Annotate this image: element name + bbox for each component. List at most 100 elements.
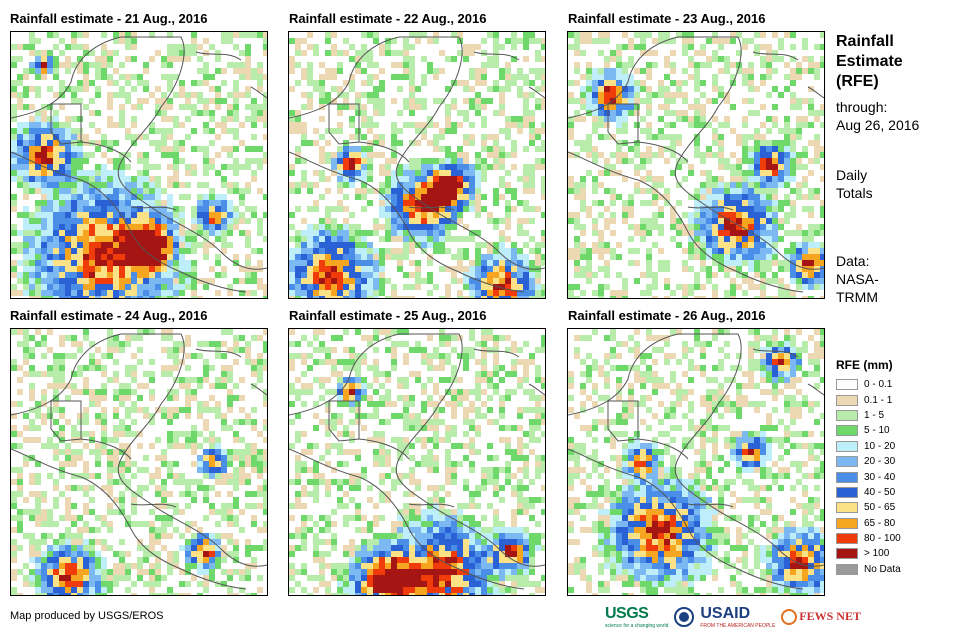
coastline	[607, 103, 639, 145]
legend-label: 50 - 65	[864, 502, 896, 514]
coastline	[568, 333, 824, 567]
legend-label: 30 - 40	[864, 471, 896, 483]
usaid-seal-icon	[674, 607, 695, 627]
panel-title-24-aug: Rainfall estimate - 24 Aug., 2016	[10, 308, 208, 323]
legend-swatch	[836, 456, 858, 468]
legend-swatch	[836, 471, 858, 483]
panel-title-26-aug: Rainfall estimate - 26 Aug., 2016	[568, 308, 766, 323]
map-panel-26-aug	[567, 328, 825, 596]
coastline	[130, 206, 177, 211]
legend-swatch	[836, 409, 858, 421]
rainfall-raster	[289, 32, 545, 298]
rainfall-raster	[11, 32, 267, 298]
map-panel-23-aug	[567, 31, 825, 299]
coastline	[80, 438, 132, 460]
coastline	[687, 206, 734, 211]
legend-swatch	[836, 563, 858, 575]
legend-swatch	[836, 379, 858, 391]
coastline	[195, 51, 267, 99]
coastline	[568, 448, 804, 590]
legend-item: 65 - 80	[836, 516, 901, 531]
data-source-line: Data:	[836, 253, 870, 269]
data-source-line: NASA-	[836, 271, 879, 287]
legend-item: > 100	[836, 546, 901, 561]
coastline	[687, 503, 734, 508]
legend-title: RFE (mm)	[836, 358, 893, 372]
map-credit: Map produced by USGS/EROS	[10, 610, 164, 622]
rainfall-map-24-aug	[11, 329, 267, 595]
usgs-tagline: science for a changing world	[605, 623, 669, 629]
legend-label: > 100	[864, 548, 890, 560]
usgs-logo: USGS science for a changing world	[605, 605, 668, 629]
panel-title-25-aug: Rainfall estimate - 25 Aug., 2016	[289, 308, 487, 323]
coastline	[80, 141, 132, 163]
coastline	[289, 151, 525, 293]
legend-swatch	[836, 533, 858, 545]
coastline	[11, 333, 267, 567]
coastline	[289, 333, 545, 567]
data-source: Data: NASA- TRMM	[836, 252, 879, 306]
legend-label: 0.1 - 1	[864, 394, 893, 406]
rainfall-map-23-aug	[568, 32, 824, 298]
legend-item: 50 - 65	[836, 500, 901, 515]
coastline	[637, 141, 689, 163]
usgs-logo-text: USGS	[605, 605, 649, 622]
usaid-logo: USAID FROM THE AMERICAN PEOPLE	[700, 605, 775, 629]
legend-rows: 0 - 0.1 0.1 - 1 1 - 5 5 - 10 10 - 20 20 - 30 3…	[836, 377, 901, 577]
legend-item: 40 - 50	[836, 485, 901, 500]
coastline	[358, 141, 410, 163]
legend-swatch	[836, 517, 858, 529]
coastline	[607, 400, 639, 442]
legend-label: 5 - 10	[864, 425, 890, 437]
rainfall-raster	[568, 32, 824, 298]
legend-label: 65 - 80	[864, 517, 896, 529]
panel-title-22-aug: Rainfall estimate - 22 Aug., 2016	[289, 11, 487, 26]
rainfall-raster	[11, 329, 267, 595]
data-source-line: TRMM	[836, 289, 878, 305]
coastline	[50, 400, 82, 442]
coastline	[289, 36, 545, 270]
rainfall-raster	[568, 329, 824, 595]
legend-label: No Data	[864, 563, 901, 575]
legend-swatch	[836, 394, 858, 406]
globe-icon	[781, 609, 798, 626]
legend-swatch	[836, 502, 858, 514]
product-title: Rainfall Estimate (RFE)	[836, 32, 903, 92]
product-title-line: (RFE)	[836, 73, 879, 90]
legend-item: 80 - 100	[836, 531, 901, 546]
legend-label: 40 - 50	[864, 486, 896, 498]
legend-item: 0 - 0.1	[836, 377, 901, 392]
legend-label: 80 - 100	[864, 533, 901, 545]
through-date: through: Aug 26, 2016	[836, 98, 919, 134]
coastline	[328, 103, 360, 145]
coastline	[637, 438, 689, 460]
legend-label: 0 - 0.1	[864, 379, 893, 391]
legend-label: 20 - 30	[864, 456, 896, 468]
legend-item: 1 - 5	[836, 408, 901, 423]
map-panel-24-aug	[10, 328, 268, 596]
coastline	[130, 503, 177, 508]
legend-swatch	[836, 548, 858, 560]
agency-logos: USGS science for a changing world USAID …	[605, 603, 861, 631]
rainfall-map-21-aug	[11, 32, 267, 298]
map-panel-25-aug	[288, 328, 546, 596]
coastline	[11, 151, 247, 293]
legend-item: 10 - 20	[836, 439, 901, 454]
coastline	[473, 348, 545, 396]
rainfall-raster	[289, 329, 545, 595]
rainfall-map-26-aug	[568, 329, 824, 595]
legend-swatch	[836, 440, 858, 452]
coastline	[752, 348, 824, 396]
rfe-legend: RFE (mm) 0 - 0.1 0.1 - 1 1 - 5 5 - 10 10 - 2…	[836, 358, 901, 577]
rainfall-map-25-aug	[289, 329, 545, 595]
coastline	[408, 503, 455, 508]
daily-totals-label: Daily Totals	[836, 166, 873, 202]
usaid-tagline: FROM THE AMERICAN PEOPLE	[700, 623, 776, 629]
coastline	[568, 151, 804, 293]
legend-label: 10 - 20	[864, 440, 896, 452]
product-title-line: Estimate	[836, 53, 903, 70]
coastline	[11, 36, 267, 270]
through-value: Aug 26, 2016	[836, 117, 920, 133]
legend-item: No Data	[836, 562, 901, 577]
coastline	[195, 348, 267, 396]
